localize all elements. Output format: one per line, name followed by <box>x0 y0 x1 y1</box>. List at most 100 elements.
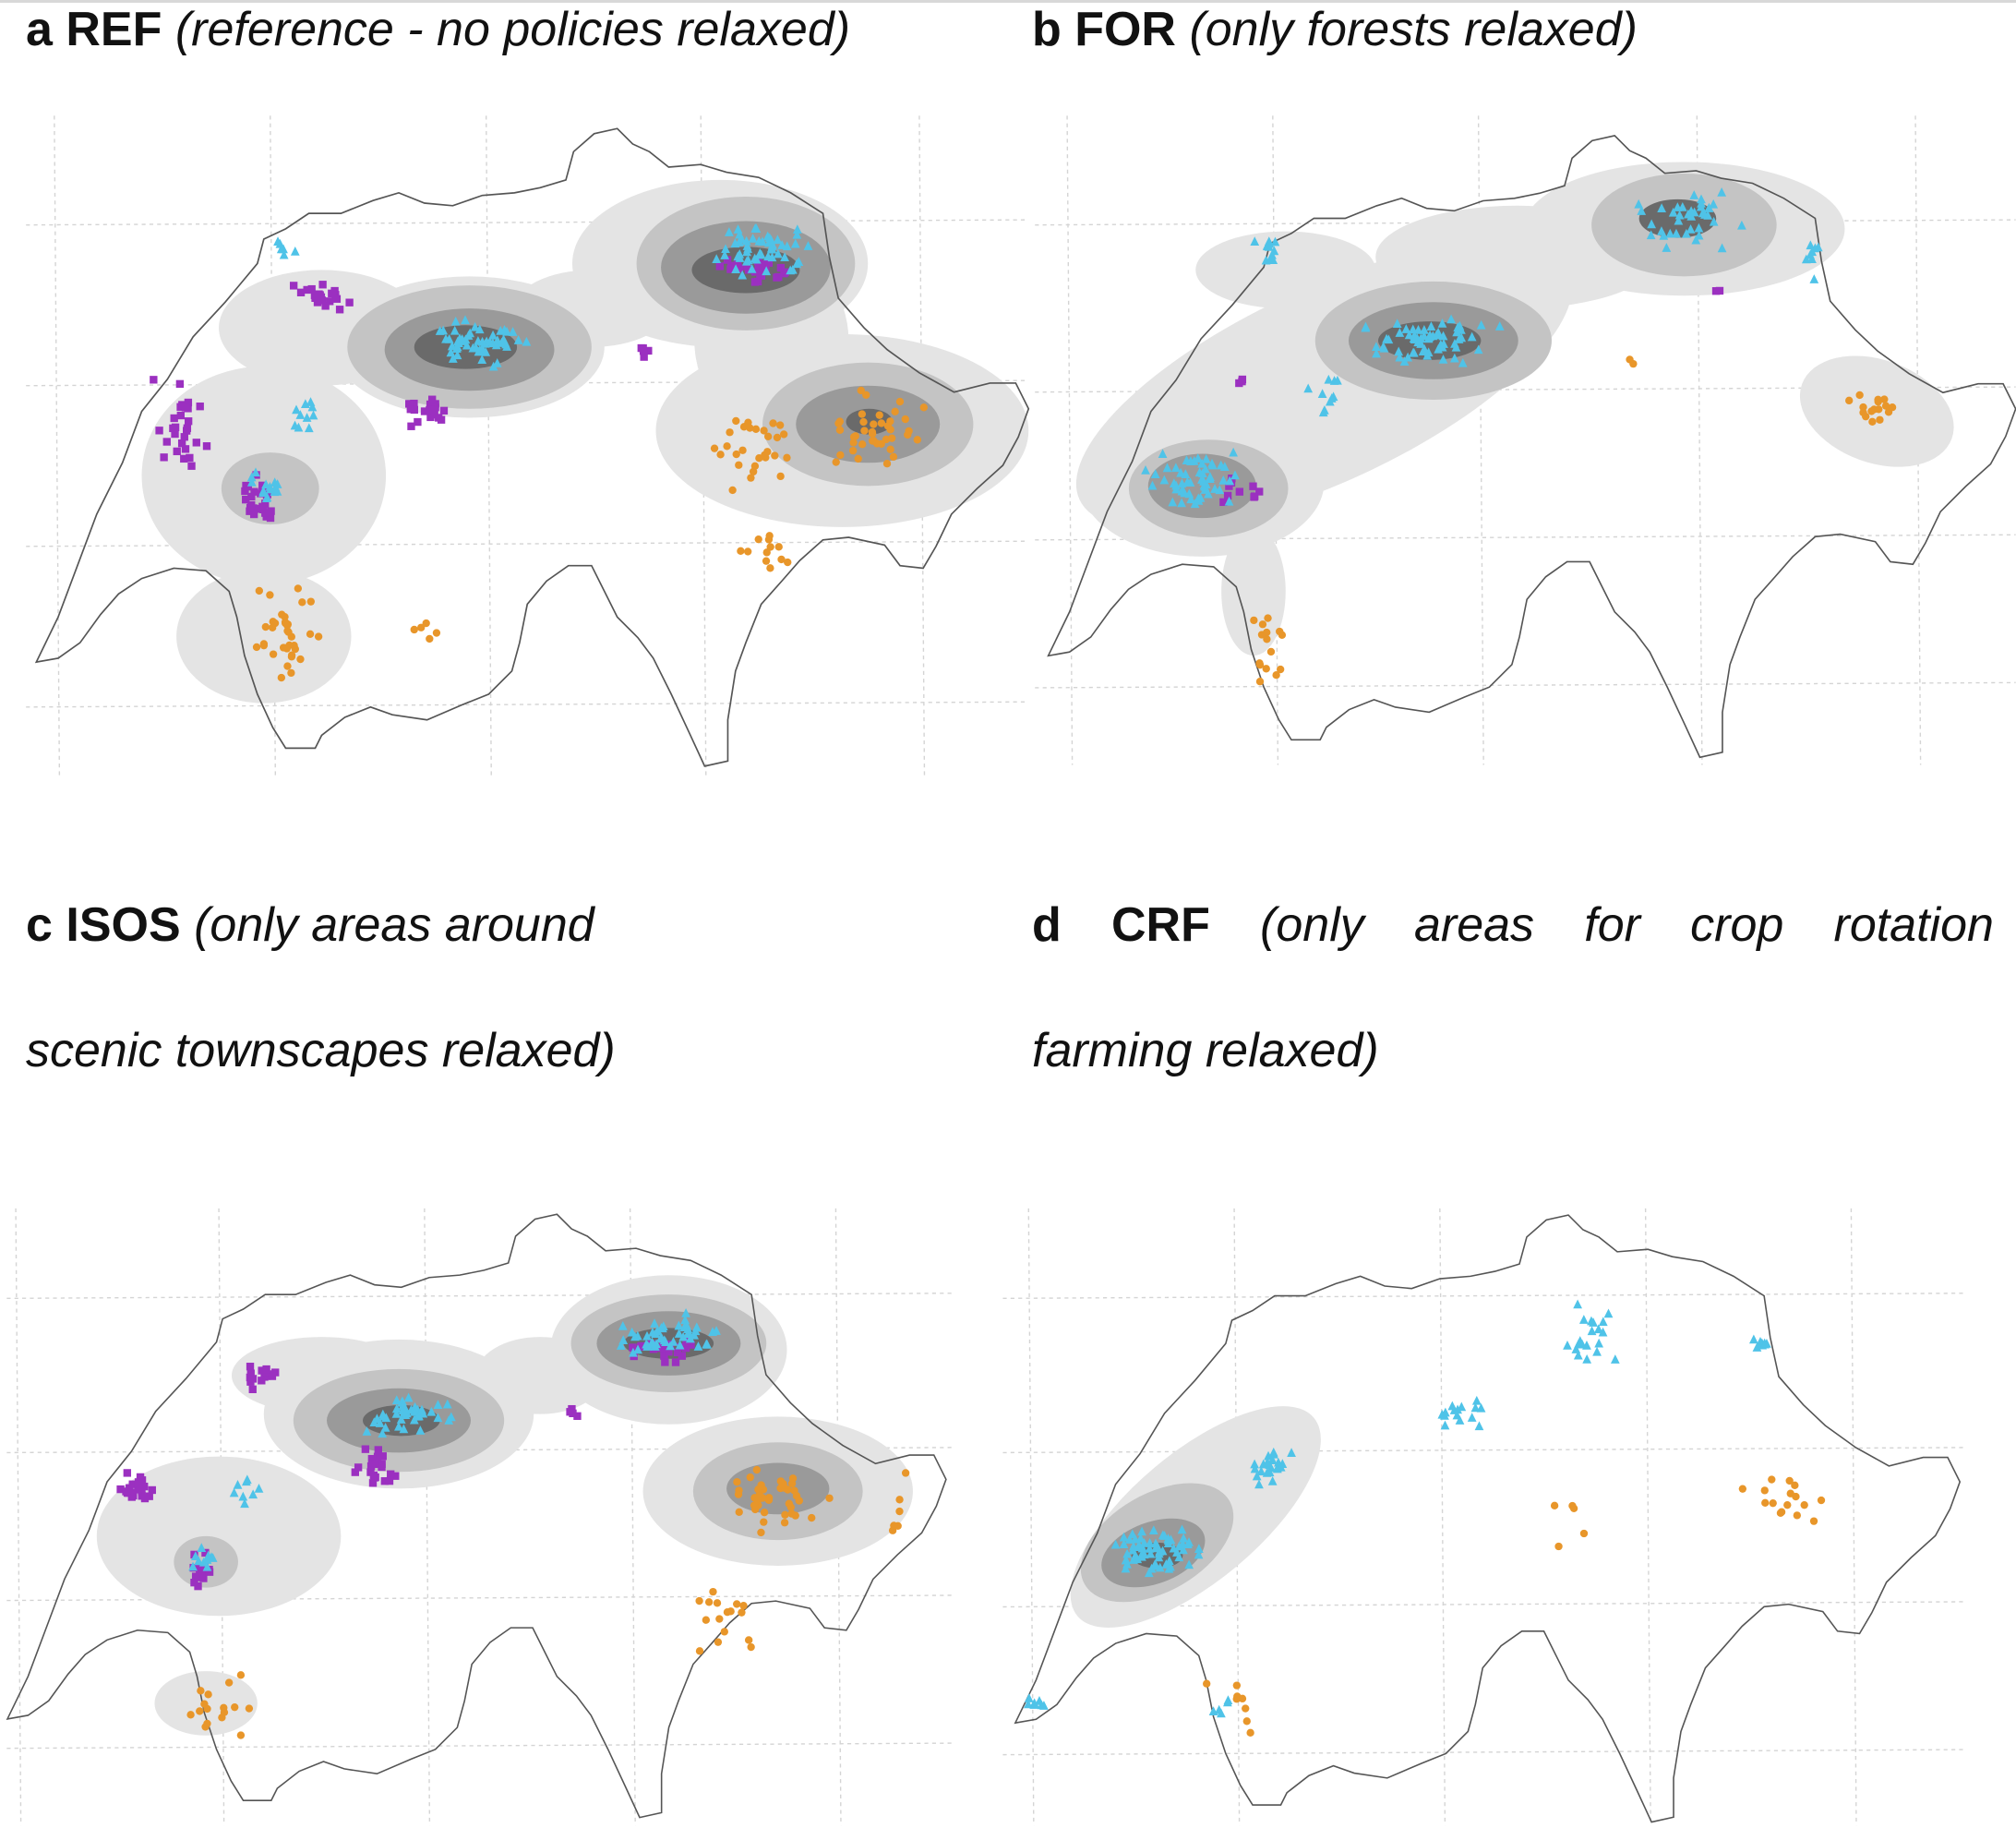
orange-circle-point <box>808 1513 816 1522</box>
purple-square-point <box>328 289 336 298</box>
cyan-triangle-point <box>1594 1338 1604 1348</box>
cyan-triangle-point <box>675 1340 685 1350</box>
graticule-line <box>1644 1208 1651 1826</box>
orange-circle-point <box>776 472 785 481</box>
cyan-triangle-point <box>1704 202 1714 212</box>
orange-circle-point <box>857 386 865 395</box>
cyan-triangle-point <box>1578 1315 1589 1324</box>
purple-square-point <box>1235 487 1244 496</box>
orange-circle-point <box>203 1719 211 1728</box>
cyan-triangle-point <box>1473 344 1483 355</box>
cyan-triangle-point <box>1324 374 1334 384</box>
orange-circle-point <box>261 622 270 631</box>
cyan-triangle-point <box>1447 1401 1458 1411</box>
orange-circle-point <box>1761 1498 1770 1508</box>
purple-square-point <box>184 417 193 426</box>
purple-square-point <box>332 295 342 303</box>
cyan-triangle-point <box>488 361 498 371</box>
orange-circle-point <box>1867 407 1876 415</box>
cyan-triangle-point <box>1326 393 1337 403</box>
orange-circle-point <box>1569 1504 1578 1512</box>
orange-circle-point <box>737 547 745 556</box>
purple-square-point <box>387 1470 395 1478</box>
purple-square-point <box>1711 287 1721 295</box>
cyan-triangle-point <box>794 257 804 267</box>
cyan-triangle-point <box>1265 238 1275 248</box>
orange-circle-point <box>733 1478 741 1486</box>
orange-circle-point <box>245 1704 254 1713</box>
orange-circle-point <box>781 1510 789 1520</box>
purple-square-point <box>116 1485 125 1494</box>
orange-circle-point <box>1257 631 1266 639</box>
cyan-triangle-point <box>1399 356 1410 366</box>
cyan-triangle-point <box>1148 1525 1158 1534</box>
cyan-triangle-point <box>730 238 740 248</box>
orange-circle-point <box>760 1518 768 1526</box>
cyan-triangle-point <box>1668 207 1678 217</box>
orange-circle-point <box>757 1528 765 1537</box>
purple-square-point <box>639 343 647 353</box>
cyan-triangle-point <box>188 1561 198 1571</box>
cyan-triangle-point <box>1267 1475 1278 1485</box>
orange-circle-point <box>695 1647 704 1655</box>
cyan-triangle-point <box>1457 332 1467 343</box>
cyan-triangle-point <box>1372 348 1381 358</box>
orange-circle-point <box>723 442 731 451</box>
orange-circle-point <box>1266 647 1276 656</box>
orange-circle-point <box>1880 395 1889 403</box>
purple-square-point <box>326 297 334 306</box>
cyan-triangle-point <box>1437 318 1447 328</box>
orange-circle-point <box>1264 614 1272 622</box>
cyan-triangle-point <box>1709 198 1719 209</box>
cyan-triangle-point <box>1806 240 1816 250</box>
purple-square-point <box>687 1341 695 1349</box>
graticule-line <box>918 115 926 778</box>
orange-circle-point <box>904 430 912 439</box>
purple-square-point <box>318 281 327 289</box>
cyan-triangle-point <box>1420 343 1430 354</box>
cyan-triangle-point <box>1150 469 1160 478</box>
cyan-triangle-point <box>1184 1537 1194 1546</box>
cyan-triangle-point <box>1184 488 1194 499</box>
purple-square-point <box>774 272 783 282</box>
orange-circle-point <box>784 1485 792 1494</box>
cyan-triangle-point <box>1717 243 1727 253</box>
orange-circle-point <box>702 1616 711 1624</box>
orange-circle-point <box>1258 620 1267 629</box>
cyan-triangle-point <box>712 254 722 264</box>
orange-circle-point <box>197 1687 205 1695</box>
purple-square-point <box>177 439 186 448</box>
orange-circle-point <box>835 426 845 435</box>
cyan-triangle-point <box>1748 1334 1758 1344</box>
cyan-triangle-point <box>1806 249 1815 259</box>
cyan-triangle-point <box>1317 389 1327 398</box>
map-panel-c <box>6 1208 952 1826</box>
cyan-triangle-point <box>304 423 314 433</box>
orange-circle-point <box>1250 616 1258 625</box>
orange-circle-point <box>771 451 779 460</box>
purple-square-point <box>246 1363 255 1371</box>
cyan-triangle-point <box>513 335 523 344</box>
orange-circle-point <box>1859 408 1867 416</box>
cyan-triangle-point <box>302 413 312 422</box>
cyan-triangle-point <box>1573 1350 1583 1360</box>
purple-square-point <box>426 400 435 409</box>
orange-circle-point <box>1238 1694 1247 1703</box>
purple-square-point <box>640 353 648 361</box>
cyan-triangle-point <box>763 251 774 261</box>
purple-square-point <box>405 400 414 408</box>
purple-square-point <box>636 1342 645 1351</box>
cyan-triangle-point <box>1446 314 1456 324</box>
orange-circle-point <box>1769 1498 1777 1508</box>
cyan-triangle-point <box>1672 228 1681 238</box>
purple-square-point <box>148 1485 156 1495</box>
cyan-triangle-point <box>442 1399 452 1409</box>
orange-circle-point <box>186 1711 195 1719</box>
purple-square-point <box>296 288 306 296</box>
cyan-triangle-point <box>270 487 280 497</box>
purple-square-point <box>192 439 200 447</box>
purple-square-point <box>410 399 418 408</box>
orange-circle-point <box>224 1678 234 1687</box>
cyan-triangle-point <box>792 224 802 235</box>
cyan-triangle-point <box>1194 1544 1204 1553</box>
